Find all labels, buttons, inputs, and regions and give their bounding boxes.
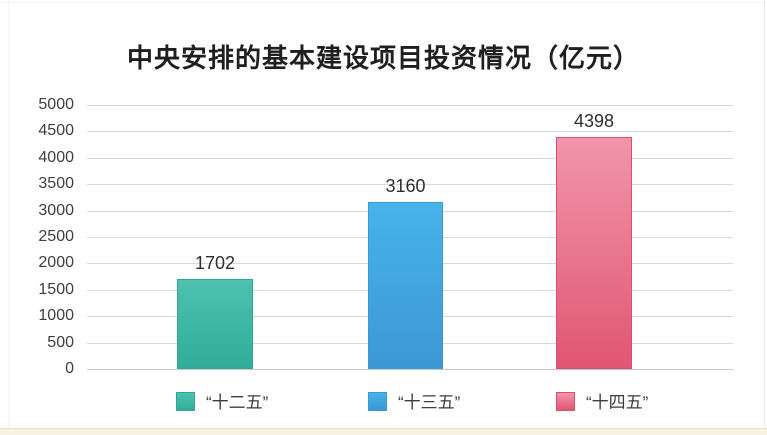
gridline xyxy=(87,131,733,133)
bottom-edge-strip xyxy=(0,428,767,435)
bar-1 xyxy=(177,279,253,369)
legend-label: “十二五” xyxy=(206,393,269,412)
gridline xyxy=(87,105,733,106)
y-tick-label: 4000 xyxy=(38,148,74,166)
gridline xyxy=(87,184,733,186)
left-edge-line xyxy=(8,0,9,435)
x-axis-baseline xyxy=(87,369,733,370)
y-tick-label: 2000 xyxy=(38,254,74,272)
y-tick-label: 1000 xyxy=(38,307,74,325)
y-tick-label: 2500 xyxy=(38,228,74,245)
bar-2 xyxy=(368,202,443,369)
y-tick-label: 3500 xyxy=(38,175,74,193)
legend-item: “十三五” xyxy=(368,391,548,415)
y-tick-label: 3000 xyxy=(38,201,74,219)
plot-area: 1702 3160 4398 xyxy=(87,105,733,370)
chart-title: 中央安排的基本建设项目投资情况（亿元） xyxy=(126,44,640,73)
bar-value-label: 3160 xyxy=(385,176,426,197)
legend-swatch xyxy=(556,392,575,411)
bar-3 xyxy=(556,136,632,369)
legend: “十二五” “十三五” “十四五” xyxy=(0,391,767,415)
y-tick-label: 500 xyxy=(47,333,74,351)
gridline xyxy=(87,157,733,159)
bar-value-label: 4398 xyxy=(573,110,615,131)
legend-swatch xyxy=(176,392,195,411)
legend-item: “十二五” xyxy=(176,391,356,415)
right-edge-line xyxy=(764,0,765,435)
legend-label: “十三五” xyxy=(398,393,461,412)
y-tick-label: 0 xyxy=(65,360,74,377)
bar-value-label: 1702 xyxy=(194,253,236,274)
y-tick-label: 1500 xyxy=(38,280,74,298)
y-tick-label: 4500 xyxy=(38,122,74,140)
legend-swatch xyxy=(368,392,387,411)
top-edge-line xyxy=(0,2,767,3)
y-tick-label: 5000 xyxy=(38,96,74,113)
legend-label: “十四五” xyxy=(586,393,649,412)
legend-item: “十四五” xyxy=(556,391,736,415)
